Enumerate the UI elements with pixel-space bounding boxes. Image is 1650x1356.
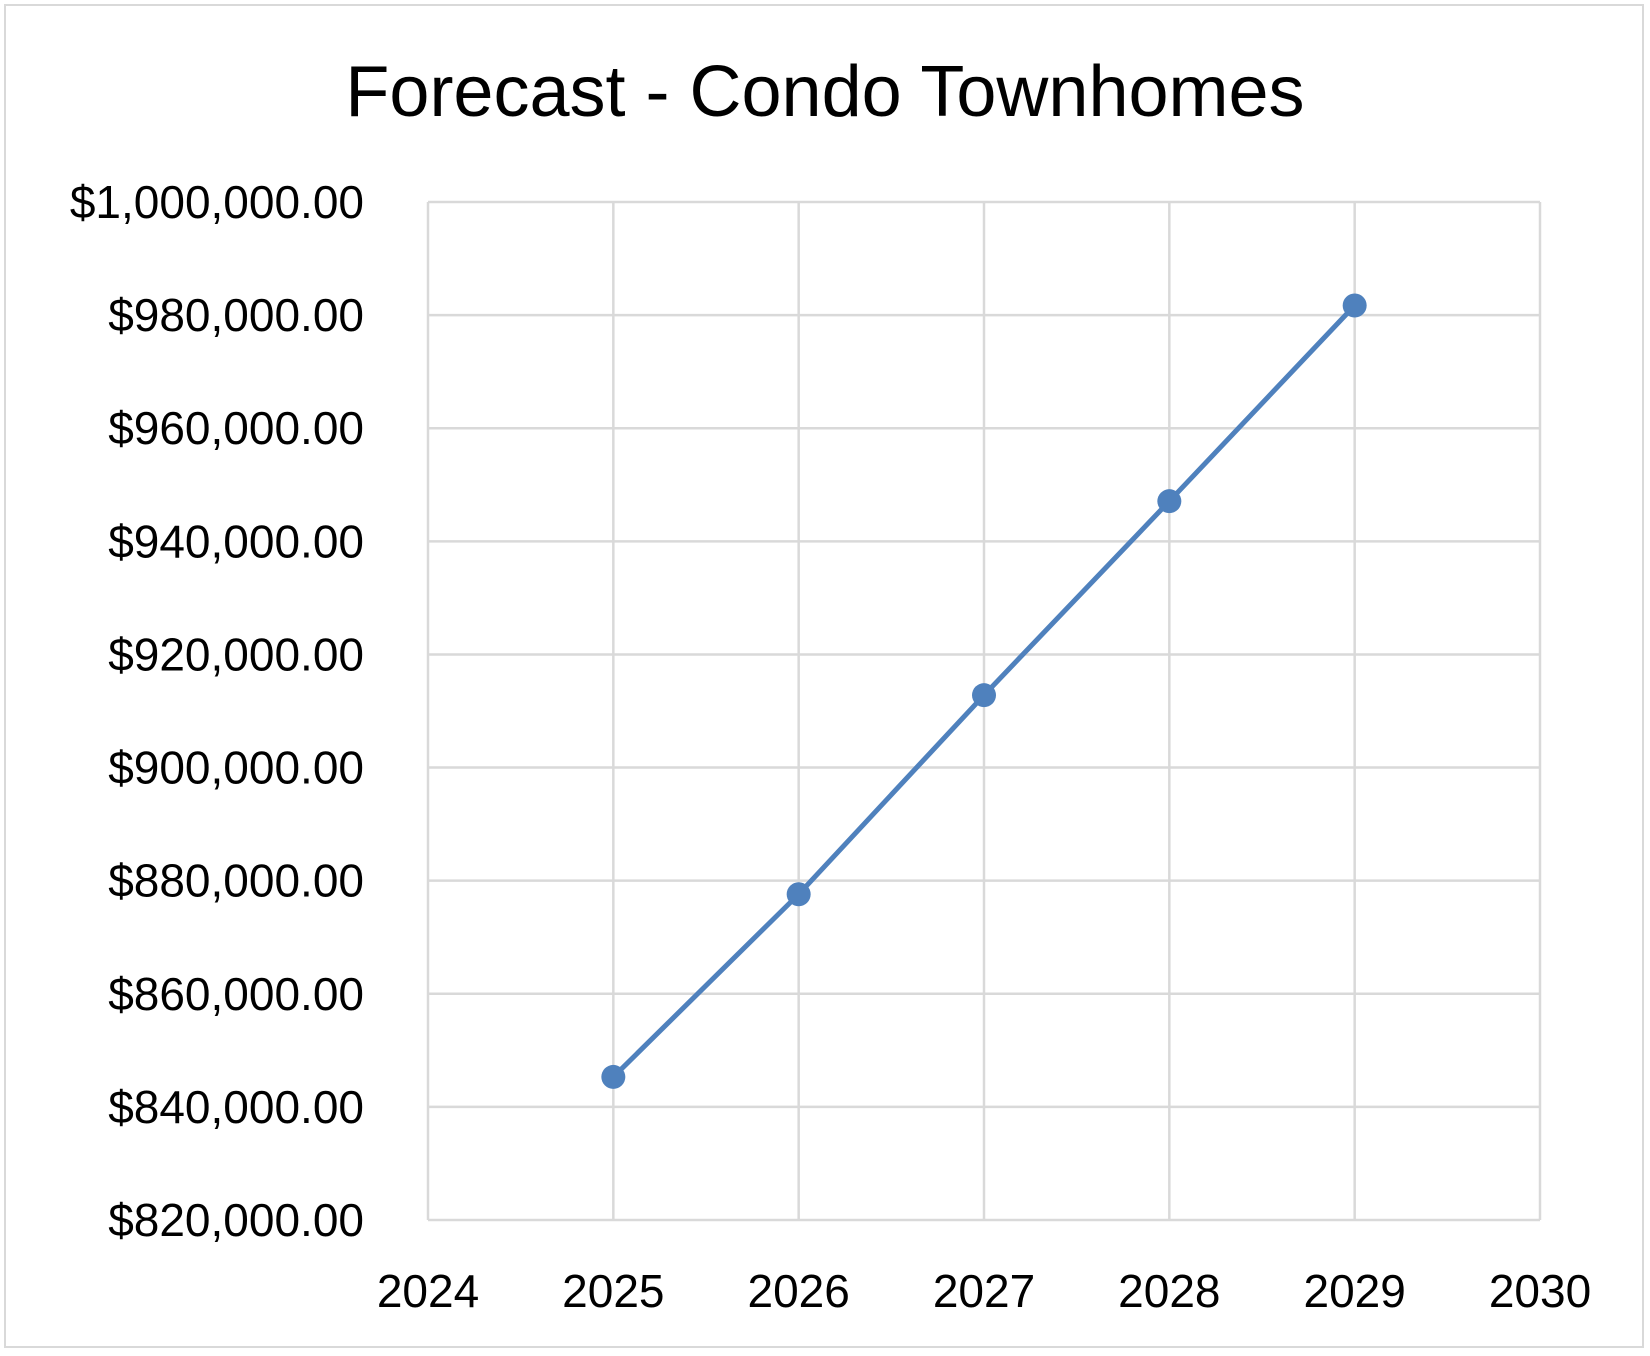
- x-axis-ticks: 2024 2025 2026 2027 2028 2029 2030: [377, 1265, 1591, 1317]
- y-tick-label: $1,000,000.00: [70, 176, 364, 228]
- chart-frame: [4, 4, 1644, 1348]
- x-tick-label: 2029: [1303, 1265, 1405, 1317]
- x-tick-label: 2027: [933, 1265, 1035, 1317]
- y-tick-label: $820,000.00: [108, 1194, 364, 1246]
- x-tick-label: 2028: [1118, 1265, 1220, 1317]
- data-point: [972, 683, 996, 708]
- series-layer: [601, 293, 1367, 1089]
- x-tick-label: 2030: [1489, 1265, 1591, 1317]
- y-tick-label: $980,000.00: [108, 289, 364, 341]
- y-tick-label: $860,000.00: [108, 968, 364, 1020]
- y-tick-label: $840,000.00: [108, 1081, 364, 1133]
- data-point: [1157, 489, 1182, 514]
- x-tick-label: 2025: [562, 1265, 664, 1317]
- y-tick-label: $900,000.00: [108, 742, 364, 794]
- data-point: [786, 882, 811, 907]
- chart-title: Forecast - Condo Townhomes: [345, 52, 1304, 132]
- data-point: [601, 1064, 626, 1089]
- x-tick-label: 2024: [377, 1265, 479, 1317]
- y-tick-label: $880,000.00: [108, 855, 364, 907]
- y-tick-label: $960,000.00: [108, 402, 364, 454]
- y-tick-label: $920,000.00: [108, 628, 364, 680]
- x-tick-label: 2026: [747, 1265, 849, 1317]
- y-axis-ticks: $820,000.00 $840,000.00 $860,000.00 $880,00…: [70, 176, 364, 1246]
- grid-lines: [426, 200, 1542, 1222]
- y-tick-label: $940,000.00: [108, 515, 364, 567]
- data-point: [1342, 293, 1367, 318]
